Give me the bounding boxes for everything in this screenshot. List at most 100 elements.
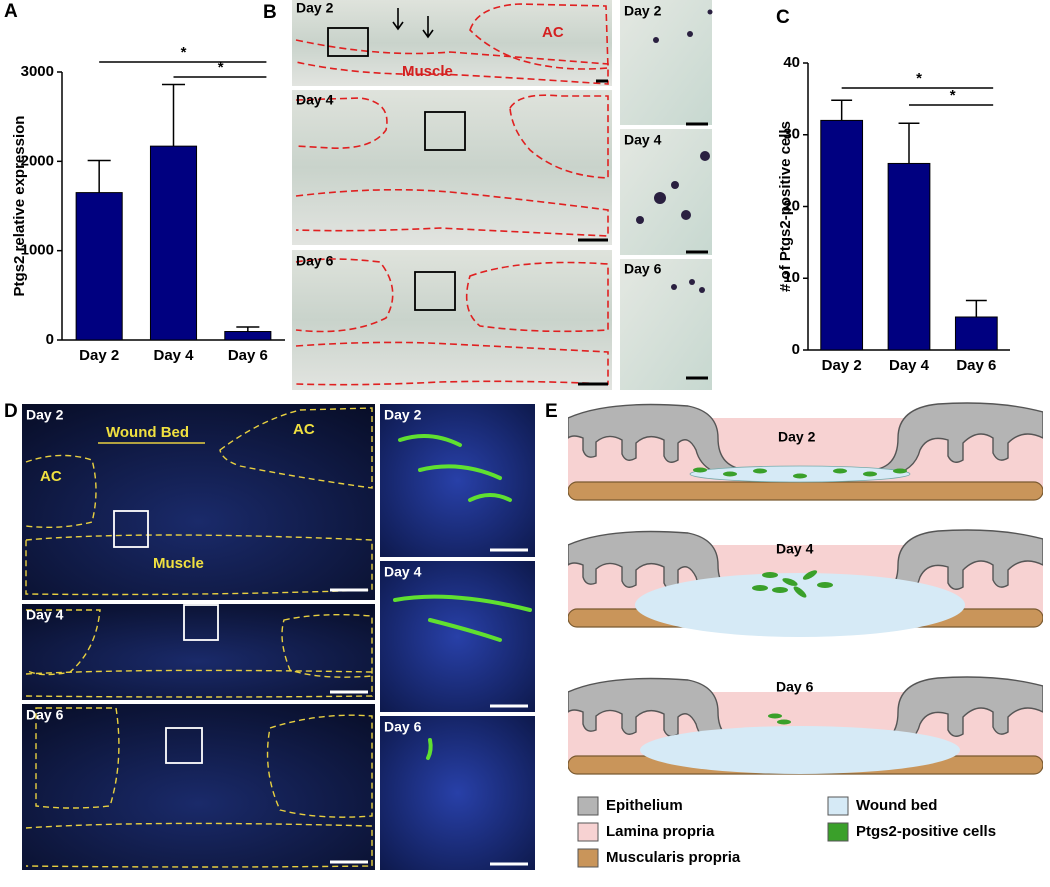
cells — [752, 570, 833, 598]
panel-label: B — [263, 2, 277, 23]
panel-d: Day 2 Wound Bed AC AC Muscle Day 4 Day 6… — [22, 404, 535, 870]
stage-label: Day 6 — [776, 679, 814, 695]
stained-cells — [636, 9, 713, 293]
roi-box — [165, 727, 203, 764]
outline — [25, 534, 373, 596]
micrograph — [292, 90, 612, 245]
panel-e: Day 2 Day 4 Day 6 — [568, 402, 1043, 775]
roi-box — [414, 271, 456, 311]
inset — [380, 404, 535, 557]
bar — [820, 119, 864, 351]
wound-bed — [635, 573, 965, 637]
day-label: Day 6 — [624, 261, 662, 277]
inset — [380, 716, 535, 870]
panel-label: E — [545, 401, 558, 422]
y-tick-label: 40 — [783, 54, 800, 71]
region-label: Wound Bed — [106, 424, 189, 441]
error-bar — [161, 83, 186, 147]
bar — [149, 145, 198, 341]
outline — [219, 407, 373, 489]
legend-label: Muscularis propria — [606, 849, 741, 866]
outline — [281, 613, 373, 678]
error-bar — [831, 99, 853, 121]
micrograph — [22, 604, 375, 700]
y-tick-label: 0 — [46, 331, 54, 348]
outline — [295, 97, 388, 149]
day-label: Day 2 — [26, 407, 64, 423]
wound-bed — [640, 726, 960, 774]
micrograph — [22, 704, 375, 870]
cells — [693, 467, 907, 479]
outline — [295, 188, 609, 237]
significance-label: * — [218, 59, 224, 76]
day-label: Day 4 — [624, 132, 662, 148]
roi-box — [113, 510, 149, 548]
x-tick-label: Day 2 — [79, 347, 119, 364]
arrows — [392, 8, 434, 39]
micrograph — [292, 250, 612, 390]
y-tick-label: 0 — [792, 341, 800, 358]
green-signal — [393, 434, 532, 760]
day-label: Day 6 — [296, 253, 334, 269]
significance-label: * — [950, 87, 956, 104]
region-label: AC — [293, 421, 315, 438]
y-tick-label: 30 — [783, 126, 800, 143]
error-bar — [236, 326, 260, 332]
inset — [620, 0, 712, 125]
day-label: Day 6 — [26, 707, 64, 723]
y-tick-label: 3000 — [21, 63, 54, 80]
legend-swatch — [827, 796, 849, 816]
schematic — [568, 402, 1043, 501]
error-bar — [965, 299, 987, 317]
legend-label: Wound bed — [856, 797, 937, 814]
y-tick-label: 20 — [783, 197, 800, 214]
region-label: Muscle — [402, 63, 453, 80]
stage-label: Day 2 — [778, 429, 816, 445]
outline — [295, 39, 609, 85]
day-label: Day 2 — [624, 3, 662, 19]
y-axis-label: # of Ptgs2-positive cells — [777, 121, 794, 292]
micrograph — [22, 404, 375, 600]
day-label: Day 2 — [384, 407, 422, 423]
y-tick-label: 10 — [783, 269, 800, 286]
y-tick-label: 2000 — [21, 152, 54, 169]
outline — [469, 3, 609, 70]
inset — [620, 129, 712, 255]
inset — [380, 561, 535, 712]
legend-swatch — [577, 822, 599, 842]
day-label: Day 2 — [296, 0, 334, 16]
bar — [954, 316, 998, 351]
region-label: AC — [40, 468, 62, 485]
outline — [295, 341, 609, 386]
roi-box — [183, 604, 219, 641]
x-tick-label: Day 6 — [228, 347, 268, 364]
bar — [75, 192, 123, 341]
region-label: Muscle — [153, 555, 204, 572]
outline — [25, 454, 97, 529]
legend-label: Epithelium — [606, 797, 683, 814]
stage-label: Day 4 — [776, 541, 814, 557]
cells — [768, 713, 791, 725]
outline — [25, 669, 373, 698]
x-tick-label: Day 6 — [956, 357, 996, 374]
legend-swatch — [577, 796, 599, 816]
x-tick-label: Day 4 — [153, 347, 194, 364]
inset — [620, 259, 712, 390]
legend-label: Lamina propria — [606, 823, 715, 840]
y-tick-label: 1000 — [21, 242, 54, 259]
outline — [509, 94, 609, 179]
legend-swatch — [577, 848, 599, 868]
outline — [266, 714, 373, 818]
panel-label: C — [776, 7, 790, 28]
day-label: Day 6 — [384, 719, 422, 735]
panel-b: Day 2 AC Muscle Day 4 Day 6 Day 2 Day 4 … — [292, 0, 713, 390]
day-label: Day 4 — [26, 607, 64, 623]
bar — [224, 331, 272, 341]
panel-label: A — [4, 1, 18, 22]
day-label: Day 4 — [296, 92, 334, 108]
significance-label: * — [916, 70, 922, 87]
error-bar — [898, 122, 920, 164]
y-axis-label: Ptgs2 relative expression — [11, 116, 28, 297]
legend-label: Ptgs2-positive cells — [856, 823, 996, 840]
day-label: Day 4 — [384, 564, 422, 580]
